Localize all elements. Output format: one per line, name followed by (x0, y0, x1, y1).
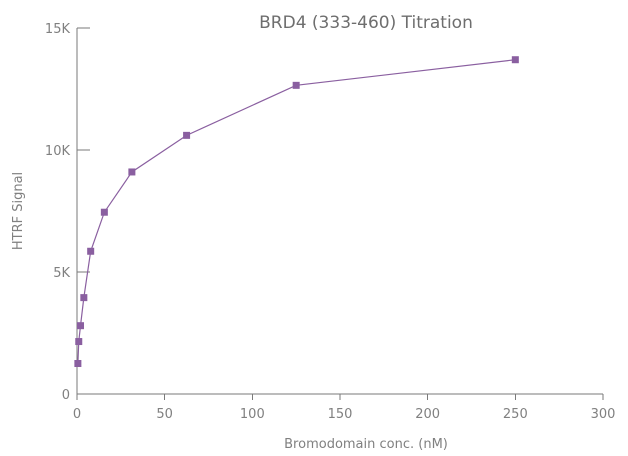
data-point-marker (511, 56, 519, 64)
y-axis-ticks: 0 5K 10K 15K (45, 22, 90, 403)
series-line (77, 59, 516, 364)
x-tick-label: 100 (240, 407, 265, 422)
data-point-marker (87, 247, 95, 255)
x-tick-label: 250 (503, 407, 528, 422)
data-point-marker (77, 322, 85, 330)
series-layer (74, 56, 519, 367)
data-point-marker (128, 168, 136, 176)
y-tick-label: 5K (53, 266, 70, 281)
y-axis-title: HTRF Signal (11, 172, 26, 250)
x-axis-title: Bromodomain conc. (nM) (284, 437, 448, 452)
data-point-marker (74, 360, 82, 367)
x-tick-label: 0 (73, 407, 81, 422)
y-tick-label: 15K (45, 22, 71, 37)
data-point-marker (292, 81, 300, 89)
data-point-marker (80, 294, 88, 302)
y-tick-label: 0 (62, 388, 70, 403)
data-point-marker (100, 208, 108, 216)
x-tick-label: 200 (415, 407, 440, 422)
x-tick-label: 50 (156, 407, 173, 422)
x-tick-label: 150 (328, 407, 353, 422)
data-point-marker (75, 338, 83, 346)
y-tick-label: 10K (45, 144, 71, 159)
chart-title: BRD4 (333-460) Titration (259, 13, 473, 33)
data-point-marker (183, 131, 191, 139)
x-axis-ticks: 0 50 100 150 200 250 300 (73, 394, 616, 422)
x-tick-label: 300 (591, 407, 616, 422)
